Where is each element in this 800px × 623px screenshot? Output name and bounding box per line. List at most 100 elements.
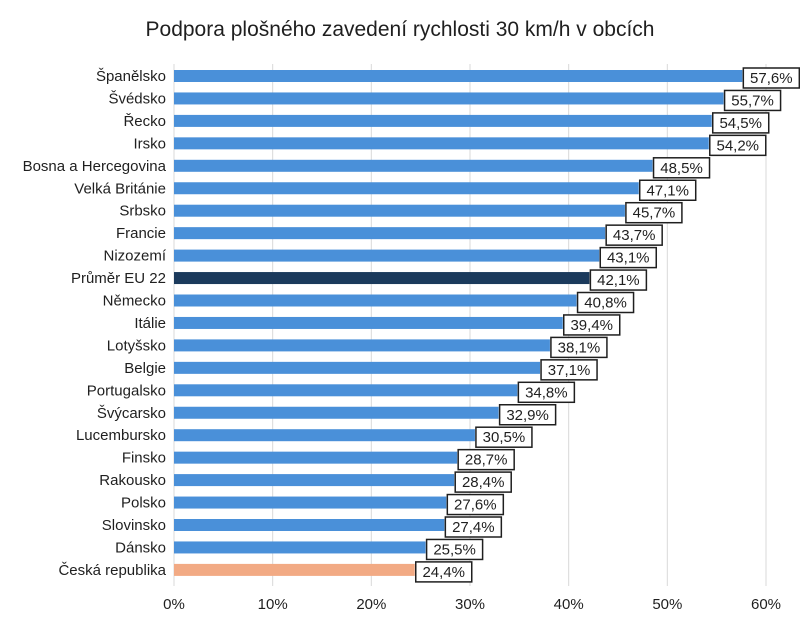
data-label: 43,1%	[607, 250, 650, 267]
data-label-box	[742, 67, 800, 89]
data-label: 28,4%	[462, 474, 505, 491]
category-label: Portugalsko	[87, 382, 166, 399]
data-label: 27,6%	[454, 497, 497, 514]
bar	[174, 429, 475, 442]
data-label-box	[605, 224, 663, 246]
data-label-box	[517, 381, 576, 404]
bar	[174, 92, 724, 105]
bar	[174, 249, 600, 262]
category-label: Průměr EU 22	[71, 270, 166, 287]
category-label: Rakousko	[99, 472, 166, 489]
bar	[174, 384, 518, 397]
data-label: 55,7%	[731, 92, 774, 109]
bar	[174, 361, 541, 374]
category-label: Švýcarsko	[97, 405, 166, 422]
data-label: 32,9%	[506, 407, 549, 424]
category-label: Polsko	[121, 495, 166, 512]
data-label-box	[457, 448, 515, 471]
data-label-box	[444, 516, 503, 538]
data-label-box	[498, 404, 557, 426]
data-label: 28,7%	[465, 452, 508, 469]
data-label-box	[638, 179, 697, 201]
bars	[174, 70, 743, 576]
data-label: 42,1%	[597, 272, 640, 289]
data-label-box	[599, 246, 658, 269]
data-label-box	[589, 269, 648, 291]
data-label: 48,5%	[660, 160, 703, 177]
category-label: Irsko	[133, 135, 166, 152]
bar	[174, 114, 712, 127]
data-label-box	[540, 359, 598, 381]
bar	[174, 474, 455, 487]
data-label-box	[475, 426, 533, 448]
bar	[174, 70, 743, 82]
category-label: Německo	[103, 293, 166, 310]
category-label: Lucembursko	[76, 427, 166, 444]
category-label: Švédsko	[108, 90, 166, 107]
category-label: Bosna a Hercegovina	[23, 158, 167, 175]
bar	[174, 159, 653, 172]
data-label: 45,7%	[633, 205, 676, 222]
bar	[174, 227, 606, 240]
bar	[174, 563, 415, 576]
data-label-box	[625, 201, 683, 224]
data-label-box	[425, 538, 484, 561]
bar	[174, 204, 625, 217]
category-label: Velká Británie	[74, 180, 166, 197]
bar	[174, 406, 499, 419]
data-label-box	[723, 89, 782, 112]
category-label: Španělsko	[96, 68, 166, 85]
category-label: Dánsko	[115, 539, 166, 556]
bar	[174, 451, 458, 464]
data-label: 38,1%	[558, 339, 601, 356]
bar	[174, 339, 550, 352]
data-label: 24,4%	[422, 564, 465, 581]
bar	[174, 272, 590, 285]
data-label: 54,5%	[719, 115, 762, 132]
data-label-box	[446, 493, 505, 516]
data-label: 40,8%	[584, 295, 627, 312]
category-label: Srbsko	[119, 203, 166, 220]
category-label: Nizozemí	[103, 248, 166, 265]
data-label: 43,7%	[613, 227, 656, 244]
category-label: Lotyšsko	[107, 337, 166, 354]
x-tick-label: 0%	[163, 596, 185, 613]
bar	[174, 294, 577, 307]
category-label: Francie	[116, 225, 166, 242]
bar	[174, 519, 445, 531]
x-tick-label: 40%	[554, 596, 584, 613]
x-tick-label: 20%	[356, 596, 386, 613]
bar	[174, 182, 639, 195]
category-label: Itálie	[134, 315, 166, 332]
x-tick-label: 30%	[455, 596, 485, 613]
data-label: 30,5%	[483, 429, 526, 446]
data-label: 54,2%	[716, 137, 759, 154]
data-label-box	[414, 561, 473, 583]
x-tick-label: 60%	[751, 596, 781, 613]
data-label-box	[652, 157, 711, 179]
data-label: 47,1%	[646, 182, 689, 199]
x-tick-label: 50%	[652, 596, 682, 613]
data-label: 34,8%	[525, 384, 568, 401]
category-label: Finsko	[122, 450, 166, 467]
category-labels: Španělsko Švédsko Řecko Irsko Bosna a Herceg…	[23, 68, 167, 579]
category-label: Slovinsko	[102, 517, 166, 534]
chart-title: Podpora plošného zavedení rychlosti 30 k…	[146, 18, 655, 41]
data-label-box	[562, 314, 621, 336]
data-label: 27,4%	[452, 519, 495, 536]
data-label: 39,4%	[570, 317, 613, 334]
data-label-box	[709, 134, 767, 157]
data-label-box	[711, 112, 770, 134]
category-label: Česká republika	[58, 562, 166, 579]
data-labels: 57,6% 55,7% 54,5% 54,2% 48,5% 47,1% 45,7% 43,7%…	[414, 67, 800, 583]
category-label: Řecko	[123, 113, 166, 130]
x-tick-label: 10%	[258, 596, 288, 613]
data-label: 37,1%	[548, 362, 591, 379]
data-label: 25,5%	[433, 541, 476, 558]
bar	[174, 496, 447, 509]
data-label-box	[454, 471, 512, 493]
data-label-box	[576, 291, 635, 314]
x-axis-ticks: 0% 10% 20% 30% 40% 50% 60%	[163, 596, 781, 613]
bar	[174, 137, 709, 150]
